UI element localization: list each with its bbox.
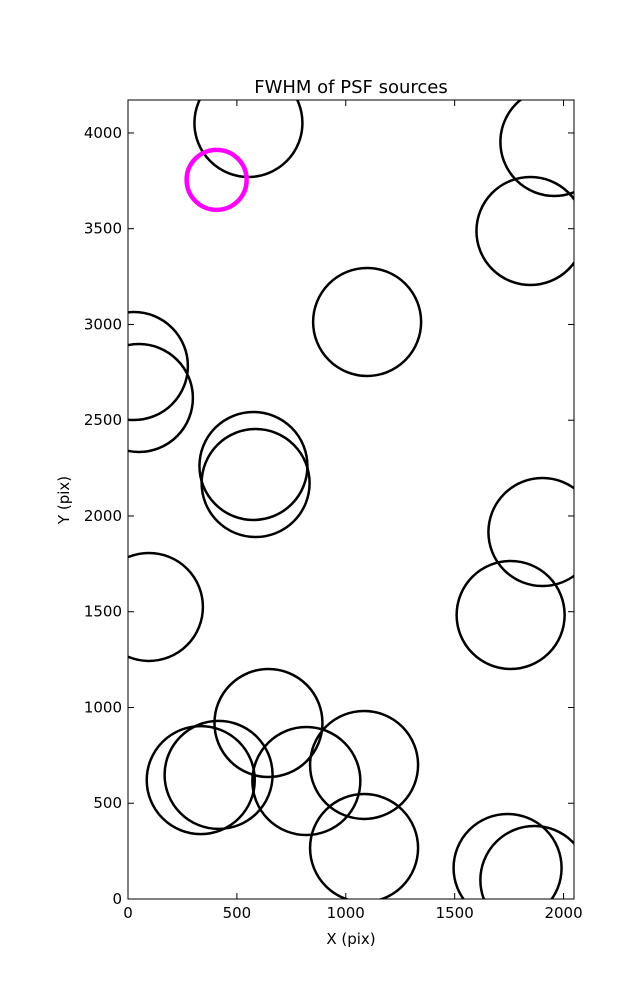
source-marker — [145, 724, 256, 836]
source-marker — [479, 824, 574, 899]
y-tick-label: 2500 — [84, 411, 122, 429]
y-tick-label: 1000 — [84, 698, 122, 716]
y-tick-label: 500 — [93, 794, 122, 812]
source-marker — [499, 100, 574, 198]
source-marker — [452, 812, 563, 899]
x-axis-label: X (pix) — [326, 930, 375, 948]
source-marker — [487, 476, 574, 588]
y-tick-label: 0 — [112, 890, 122, 908]
chart-title: FWHM of PSF sources — [254, 77, 448, 98]
y-tick-label: 1500 — [84, 603, 122, 621]
source-marker — [308, 709, 420, 821]
source-marker — [213, 667, 324, 779]
source-marker — [128, 342, 195, 454]
source-marker — [200, 427, 311, 539]
y-tick-label: 2000 — [84, 507, 122, 525]
y-axis-label: Y (pix) — [55, 476, 73, 525]
plot-area — [128, 100, 574, 899]
source-marker — [184, 147, 249, 213]
source-marker — [308, 792, 420, 899]
x-tick-label: 1000 — [327, 904, 365, 922]
x-tick-label: 500 — [223, 904, 252, 922]
source-marker — [311, 266, 423, 378]
x-tick-label: 1500 — [436, 904, 474, 922]
source-marker — [455, 559, 566, 671]
source-marker — [251, 725, 362, 837]
x-tick-label: 0 — [123, 904, 133, 922]
x-tick-label: 2000 — [544, 904, 582, 922]
y-tick-label: 3500 — [84, 220, 122, 238]
y-tick-label: 4000 — [84, 124, 122, 142]
plot-frame — [127, 99, 575, 900]
source-marker — [475, 175, 574, 287]
source-marker — [163, 719, 274, 831]
y-tick-label: 3000 — [84, 315, 122, 333]
source-marker — [128, 551, 205, 663]
